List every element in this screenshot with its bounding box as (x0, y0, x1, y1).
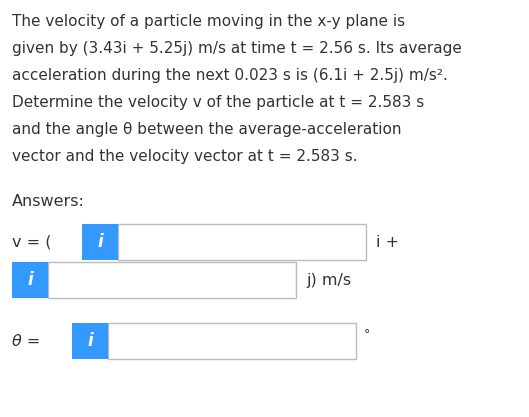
FancyBboxPatch shape (108, 323, 356, 359)
Text: Answers:: Answers: (12, 194, 85, 209)
Text: j) m/s: j) m/s (306, 272, 351, 287)
Text: The velocity of a particle moving in the x-y plane is: The velocity of a particle moving in the… (12, 14, 405, 29)
FancyBboxPatch shape (72, 323, 108, 359)
Text: vector and the velocity vector at t = 2.583 s.: vector and the velocity vector at t = 2.… (12, 149, 358, 164)
Text: θ =: θ = (12, 334, 40, 349)
Text: i: i (97, 233, 103, 251)
Text: i: i (87, 332, 93, 350)
Text: i +: i + (376, 234, 399, 249)
Text: and the angle θ between the average-acceleration: and the angle θ between the average-acce… (12, 122, 402, 137)
Text: Determine the velocity v of the particle at t = 2.583 s: Determine the velocity v of the particle… (12, 95, 424, 110)
Text: i: i (27, 271, 33, 289)
FancyBboxPatch shape (48, 262, 296, 298)
Text: given by (3.43i + 5.25j) m/s at time t = 2.56 s. Its average: given by (3.43i + 5.25j) m/s at time t =… (12, 41, 462, 56)
Text: acceleration during the next 0.023 s is (6.1i + 2.5j) m/s².: acceleration during the next 0.023 s is … (12, 68, 448, 83)
Text: v = (: v = ( (12, 234, 51, 249)
FancyBboxPatch shape (118, 224, 366, 260)
FancyBboxPatch shape (82, 224, 118, 260)
FancyBboxPatch shape (12, 262, 48, 298)
Text: °: ° (364, 329, 370, 342)
